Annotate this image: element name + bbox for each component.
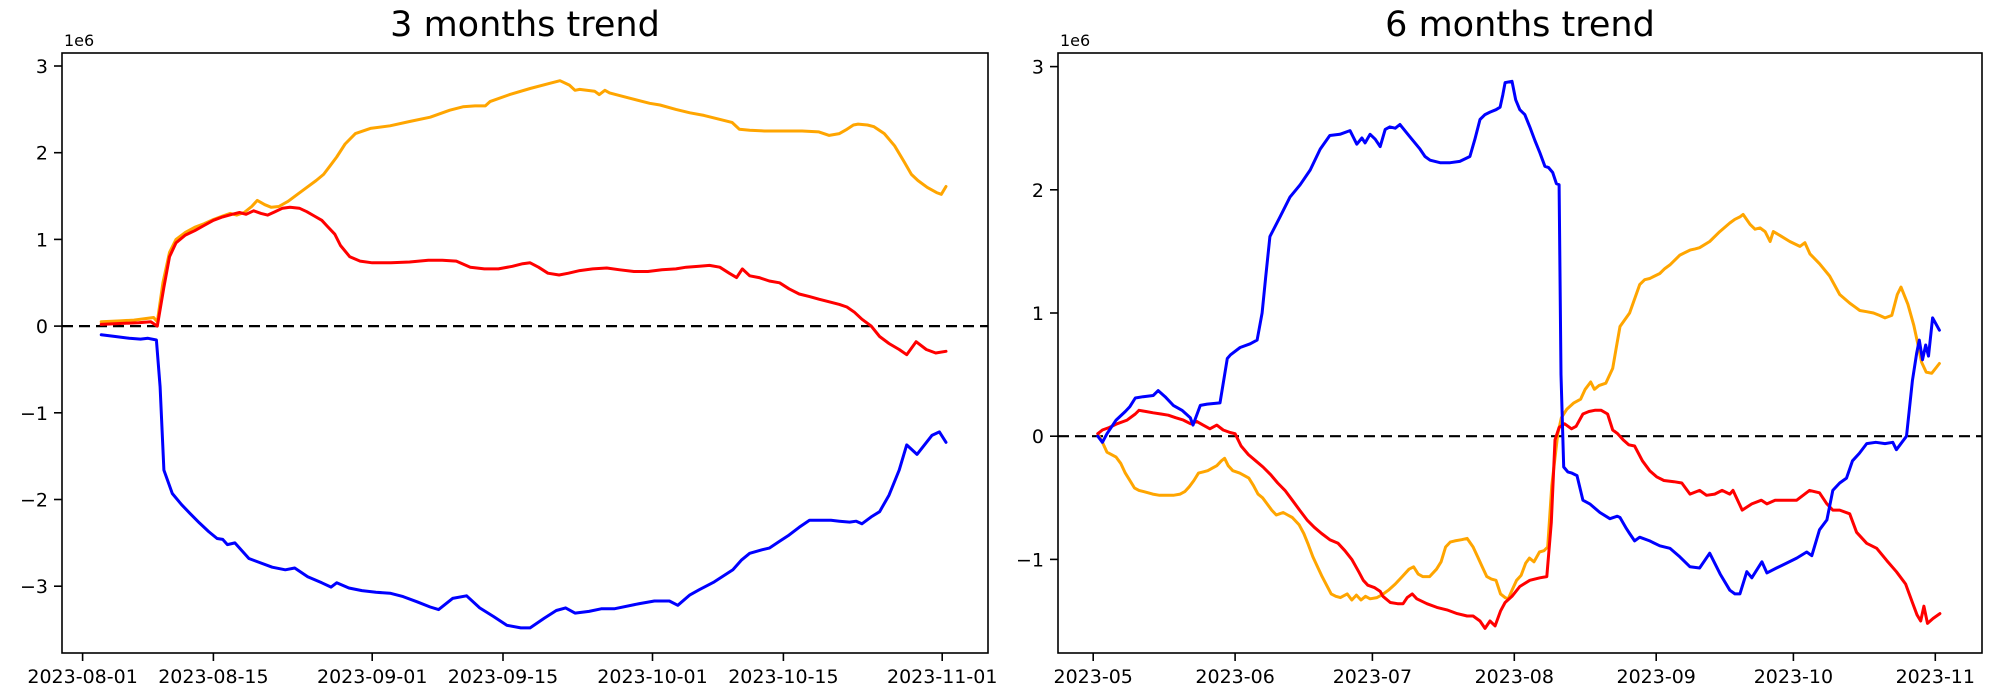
- series-red-line: [1096, 408, 1942, 630]
- y-tick-label: 2: [1032, 180, 1044, 202]
- series-red-line: [99, 205, 948, 357]
- x-tick-label: 2023-10-01: [597, 666, 707, 688]
- x-tick-label: 2023-11: [1896, 666, 1975, 688]
- y-tick-label: −3: [20, 576, 48, 598]
- axes-spines: [61, 52, 989, 654]
- y-tick-label: 2: [36, 143, 48, 165]
- y-tick-label: 1: [1032, 303, 1044, 325]
- x-tick-label: 2023-07: [1333, 666, 1412, 688]
- y-tick-label: 3: [36, 56, 48, 78]
- x-tick-label: 2023-09-15: [448, 666, 558, 688]
- x-tick-label: 2023-09: [1617, 666, 1696, 688]
- chart-title-6-months: 6 months trend: [1385, 5, 1655, 45]
- y-tick-label: 1: [36, 229, 48, 251]
- y-tick-label: −2: [20, 490, 48, 512]
- x-tick-label: 2023-11-01: [887, 666, 997, 688]
- x-tick-label: 2023-09-01: [317, 666, 427, 688]
- x-tick-label: 2023-08-01: [27, 666, 137, 688]
- axes-spines: [1057, 52, 1983, 654]
- series-blue-line: [99, 333, 948, 630]
- x-tick-label: 2023-10: [1754, 666, 1833, 688]
- y-axis-scale-label: 1e6: [1060, 31, 1090, 50]
- x-tick-label: 2023-08: [1475, 666, 1554, 688]
- series-orange-line: [99, 79, 948, 324]
- x-tick-label: 2023-05: [1054, 666, 1133, 688]
- series-blue-line: [1096, 79, 1941, 596]
- y-tick-label: 0: [1032, 426, 1044, 448]
- y-tick-label: 0: [36, 316, 48, 338]
- series-orange-line: [1096, 212, 1941, 602]
- chart-title-3-months: 3 months trend: [390, 5, 660, 45]
- y-tick-label: 3: [1032, 57, 1044, 79]
- y-axis-scale-label: 1e6: [64, 31, 94, 50]
- x-tick-label: 2023-06: [1195, 666, 1274, 688]
- x-tick-label: 2023-10-15: [728, 666, 838, 688]
- y-tick-label: −1: [1016, 549, 1044, 571]
- y-tick-label: −1: [20, 403, 48, 425]
- x-tick-label: 2023-08-15: [158, 666, 268, 688]
